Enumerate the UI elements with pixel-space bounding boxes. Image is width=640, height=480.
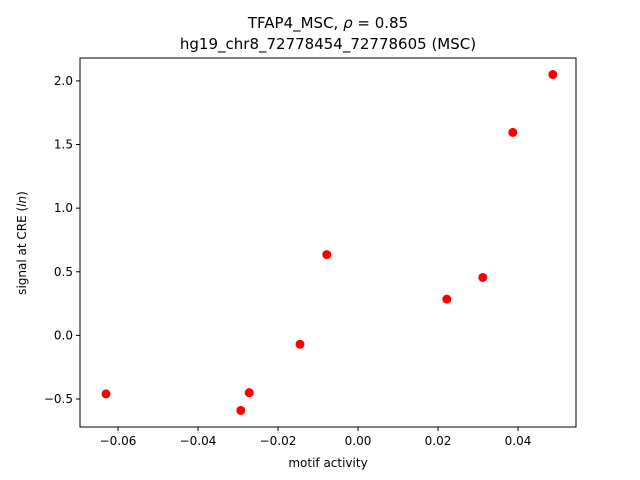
data-point [244, 388, 254, 398]
data-point [322, 250, 332, 260]
data-point [442, 294, 452, 304]
x-tick-label: 0.04 [505, 434, 532, 448]
x-tick-label: −0.06 [100, 434, 137, 448]
data-point [101, 389, 111, 399]
data-point [478, 272, 488, 282]
y-axis-ticks: −0.5 0.0 0.5 1.0 1.5 2.0 [44, 74, 80, 406]
x-axis-label: motif activity [288, 456, 367, 470]
data-point [548, 70, 558, 80]
y-tick-label: 0.0 [54, 328, 73, 342]
y-tick-label: 1.5 [54, 138, 73, 152]
x-tick-label: −0.04 [180, 434, 217, 448]
x-tick-label: 0.02 [425, 434, 452, 448]
data-points [101, 70, 558, 415]
x-tick-label: 0.00 [345, 434, 372, 448]
x-tick-label: −0.02 [260, 434, 297, 448]
data-point [236, 405, 246, 415]
y-tick-label: 0.5 [54, 265, 73, 279]
chart-title: TFAP4_MSC, ρ = 0.85 [247, 14, 408, 33]
plot-frame [79, 57, 577, 428]
data-point [508, 127, 518, 137]
y-tick-label: −0.5 [44, 392, 73, 406]
y-tick-label: 2.0 [54, 74, 73, 88]
y-tick-label: 1.0 [54, 201, 73, 215]
data-point [295, 339, 305, 349]
y-axis-label: signal at CRE (ln) [15, 191, 29, 295]
x-axis-ticks: −0.06 −0.04 −0.02 0.00 0.02 0.04 [100, 427, 532, 448]
chart-subtitle: hg19_chr8_72778454_72778605 (MSC) [180, 35, 476, 54]
